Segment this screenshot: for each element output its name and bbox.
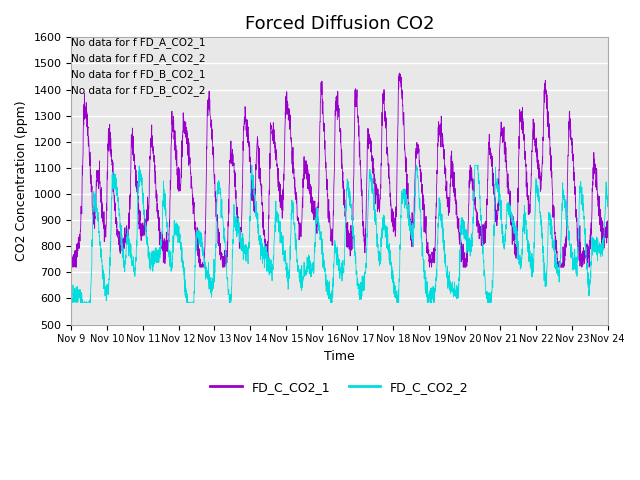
- Text: No data for f FD_A_CO2_2: No data for f FD_A_CO2_2: [72, 53, 206, 64]
- Text: No data for f FD_A_CO2_1: No data for f FD_A_CO2_1: [72, 37, 206, 48]
- X-axis label: Time: Time: [324, 350, 355, 363]
- Y-axis label: CO2 Concentration (ppm): CO2 Concentration (ppm): [15, 101, 28, 261]
- Legend: FD_C_CO2_1, FD_C_CO2_2: FD_C_CO2_1, FD_C_CO2_2: [205, 376, 474, 399]
- Title: Forced Diffusion CO2: Forced Diffusion CO2: [245, 15, 435, 33]
- Text: No data for f FD_B_CO2_2: No data for f FD_B_CO2_2: [72, 85, 206, 96]
- Text: No data for f FD_B_CO2_1: No data for f FD_B_CO2_1: [72, 69, 206, 80]
